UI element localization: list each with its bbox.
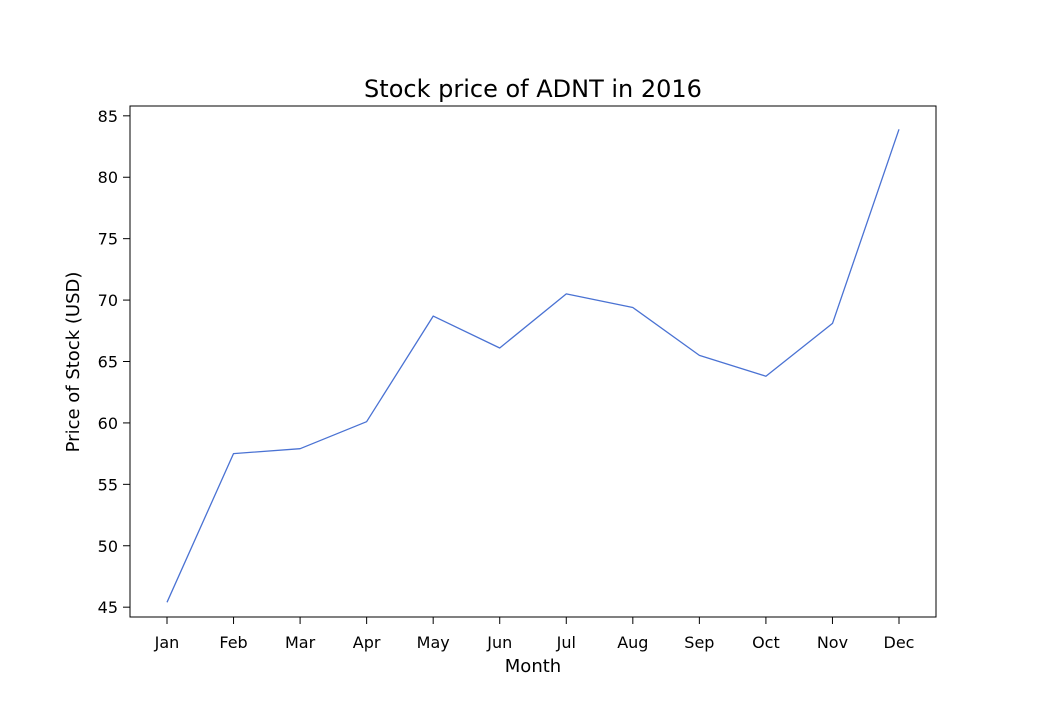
x-tick-label: Aug [617, 633, 648, 652]
y-tick-label: 45 [98, 598, 118, 617]
y-tick-label: 55 [98, 475, 118, 494]
x-tick-label: Jul [556, 633, 576, 652]
y-tick-label: 70 [98, 291, 118, 310]
x-axis-label: Month [505, 656, 561, 677]
x-tick-label: Jun [486, 633, 512, 652]
plot-frame [129, 105, 937, 618]
y-tick-label: 50 [98, 537, 118, 556]
chart-title: Stock price of ADNT in 2016 [364, 75, 702, 103]
y-axis-label: Price of Stock (USD) [63, 272, 84, 453]
x-tick-label: Mar [285, 633, 316, 652]
y-tick-label: 75 [98, 230, 118, 249]
x-tick-label: Feb [219, 633, 247, 652]
x-tick-label: Sep [684, 633, 714, 652]
x-tick-label: May [417, 633, 450, 652]
y-tick-label: 80 [98, 168, 118, 187]
y-tick-label: 60 [98, 414, 118, 433]
x-tick-label: Nov [817, 633, 848, 652]
plot-area: 45 50 55 60 65 70 75 80 85 Jan Feb Mar Apr May Jun Jul A… [98, 105, 937, 652]
x-tick-label: Jan [154, 633, 180, 652]
x-tick-label: Oct [752, 633, 780, 652]
series-line [166, 129, 900, 603]
y-tick-label: 85 [98, 107, 118, 126]
x-tick-label: Dec [884, 633, 915, 652]
x-tick-label: Apr [353, 633, 381, 652]
y-tick-label: 65 [98, 353, 118, 372]
